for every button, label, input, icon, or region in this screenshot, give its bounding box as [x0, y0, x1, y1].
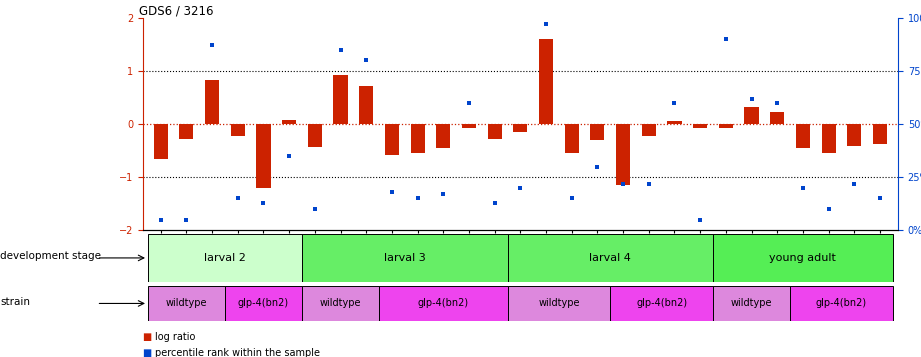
Text: wildtype: wildtype [538, 298, 579, 308]
Text: larval 2: larval 2 [204, 253, 246, 263]
Bar [642, 124, 656, 136]
Bar [148, 234, 302, 282]
Text: glp-4(bn2): glp-4(bn2) [418, 298, 469, 308]
Bar [513, 124, 528, 132]
Text: strain: strain [0, 297, 30, 307]
Text: larval 4: larval 4 [589, 253, 631, 263]
Bar [385, 124, 399, 155]
Bar [359, 86, 373, 124]
Text: log ratio: log ratio [155, 332, 195, 342]
Bar [462, 124, 476, 128]
Bar [796, 124, 810, 148]
Text: wildtype: wildtype [320, 298, 361, 308]
Bar [205, 80, 219, 124]
Text: glp-4(bn2): glp-4(bn2) [636, 298, 687, 308]
Text: ■: ■ [143, 348, 155, 357]
Text: wildtype: wildtype [166, 298, 207, 308]
Bar [668, 121, 682, 124]
Bar [590, 124, 604, 140]
Text: wildtype: wildtype [730, 298, 773, 308]
Bar [616, 124, 630, 185]
Bar [437, 124, 450, 148]
Text: glp-4(bn2): glp-4(bn2) [238, 298, 289, 308]
Bar [822, 124, 835, 153]
Text: development stage: development stage [0, 251, 101, 261]
Text: ■: ■ [143, 332, 155, 342]
Bar [180, 124, 193, 139]
Bar [718, 124, 733, 128]
Bar [282, 120, 297, 124]
Bar [713, 234, 892, 282]
Text: GDS6 / 3216: GDS6 / 3216 [139, 5, 214, 18]
Text: larval 3: larval 3 [384, 253, 426, 263]
Bar [694, 124, 707, 128]
Bar [790, 286, 892, 321]
Bar [302, 286, 379, 321]
Bar [411, 124, 425, 153]
Bar [148, 286, 225, 321]
Text: percentile rank within the sample: percentile rank within the sample [155, 348, 320, 357]
Bar [379, 286, 507, 321]
Bar [713, 286, 790, 321]
Bar [333, 75, 347, 124]
Bar [611, 286, 713, 321]
Bar [873, 124, 887, 144]
Bar [308, 124, 322, 147]
Bar [539, 39, 554, 124]
Bar [565, 124, 578, 153]
Bar [507, 286, 611, 321]
Bar [770, 112, 785, 124]
Bar [847, 124, 861, 146]
Text: young adult: young adult [769, 253, 836, 263]
Bar [507, 234, 713, 282]
Bar [744, 107, 759, 124]
Bar [487, 124, 502, 139]
Bar [302, 234, 507, 282]
Bar [256, 124, 271, 188]
Bar [231, 124, 245, 136]
Text: glp-4(bn2): glp-4(bn2) [816, 298, 867, 308]
Bar [154, 124, 168, 159]
Bar [225, 286, 302, 321]
